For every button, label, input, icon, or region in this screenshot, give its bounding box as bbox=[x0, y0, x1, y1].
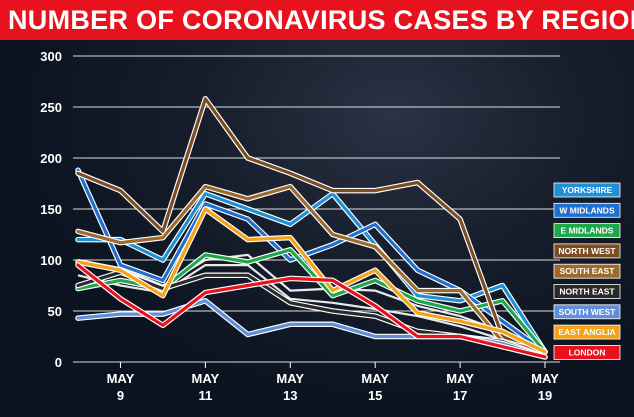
x-tick-label-day-11: 11 bbox=[198, 388, 212, 403]
legend-swatch-w-midlands bbox=[553, 202, 621, 218]
x-tick-label-month-11: MAY bbox=[192, 371, 220, 386]
legend-swatch-london bbox=[553, 344, 621, 360]
line-chart: 0 50 100 150 200 250 300 MAY 9 MAY 11 MAY 13 MAY 15 MAY… bbox=[40, 49, 621, 403]
x-tick-label-day-17: 17 bbox=[453, 388, 467, 403]
legend-label-north-east: NORTH EAST bbox=[559, 287, 615, 297]
chart-title: NUMBER OF CORONAVIRUS CASES BY REGION bbox=[8, 4, 634, 35]
legend-label-east-anglia: EAST ANGLIA bbox=[558, 327, 615, 337]
x-tick-label-day-19: 19 bbox=[538, 388, 552, 403]
y-tick-label-300: 300 bbox=[40, 49, 62, 64]
legend-swatch-north-east bbox=[553, 284, 621, 299]
legend-label-w-midlands: W MIDLANDS bbox=[559, 205, 615, 215]
series-line-north-west bbox=[76, 97, 547, 354]
y-tick-label-200: 200 bbox=[40, 151, 62, 166]
series-line-east-anglia bbox=[76, 207, 547, 354]
y-tick-label-100: 100 bbox=[40, 253, 62, 268]
series-line-london bbox=[76, 263, 547, 359]
legend-label-e-midlands: E MIDLANDS bbox=[561, 226, 614, 236]
x-tick-label-month-13: MAY bbox=[276, 371, 304, 386]
x-tick-label-day-9: 9 bbox=[117, 388, 124, 403]
y-tick-label-50: 50 bbox=[48, 304, 62, 319]
title-bar: NUMBER OF CORONAVIRUS CASES BY REGION bbox=[0, 0, 634, 40]
y-tick-label-250: 250 bbox=[40, 100, 62, 115]
x-tick-label-month-19: MAY bbox=[531, 371, 559, 386]
series-line-south-east bbox=[76, 185, 547, 354]
x-tick-label-month-17: MAY bbox=[446, 371, 474, 386]
x-tick-label-month-15: MAY bbox=[361, 371, 389, 386]
legend-label-yorkshire: YORKSHIRE bbox=[562, 185, 613, 195]
legend-label-south-west: SOUTH WEST bbox=[559, 307, 616, 317]
legend-swatch-south-west bbox=[553, 304, 621, 320]
legend-swatch-south-east bbox=[553, 263, 621, 279]
white-series-line-1 bbox=[77, 253, 546, 358]
legend-label-london: LONDON bbox=[569, 347, 606, 357]
y-tick-label-150: 150 bbox=[40, 202, 62, 217]
legend-label-south-east: SOUTH EAST bbox=[560, 266, 616, 276]
x-tick-label-day-13: 13 bbox=[283, 388, 297, 403]
x-tick-label-month-9: MAY bbox=[107, 371, 135, 386]
legend-swatch-east-anglia bbox=[553, 324, 621, 340]
legend-swatch-e-midlands bbox=[553, 223, 621, 239]
legend-swatch-north-west bbox=[553, 243, 621, 259]
legend-label-north-west: NORTH WEST bbox=[558, 246, 616, 256]
y-tick-label-0: 0 bbox=[55, 355, 62, 370]
x-tick-label-day-15: 15 bbox=[368, 388, 382, 403]
legend-swatch-yorkshire bbox=[553, 182, 621, 198]
